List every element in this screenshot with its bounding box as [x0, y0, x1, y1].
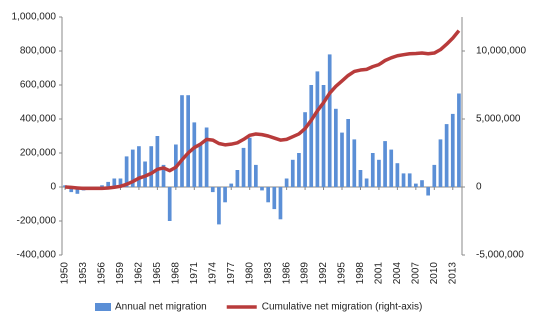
bar — [217, 187, 221, 225]
bar — [364, 178, 369, 187]
line — [64, 29, 461, 191]
y-tick-label: 400,000 — [20, 114, 57, 125]
y2-tick-label: -5,000,000 — [476, 250, 524, 261]
bar — [315, 71, 320, 187]
bar — [186, 95, 190, 187]
x-tick-label: 2001 — [374, 262, 385, 285]
y2-tick-label: 5,000,000 — [476, 114, 521, 125]
y2-tick-label: 10,000,000 — [476, 46, 526, 57]
bar — [444, 124, 449, 187]
bar — [290, 159, 295, 187]
bar — [192, 122, 197, 187]
x-tick-label: 1992 — [318, 262, 329, 285]
bar — [229, 183, 234, 187]
bar — [438, 139, 443, 187]
x-tick-label: 1977 — [226, 262, 237, 285]
bar — [210, 187, 215, 193]
bar — [106, 181, 110, 187]
x-tick-label: 2004 — [392, 262, 403, 285]
bar — [297, 153, 301, 187]
x-tick-label: 2010 — [429, 262, 440, 285]
bar — [414, 183, 418, 187]
bar — [118, 178, 123, 187]
bar — [426, 187, 430, 196]
x-tick-label: 1980 — [244, 262, 255, 285]
bar — [334, 108, 338, 187]
bar — [346, 119, 350, 187]
y-tick-label: -200,000 — [17, 216, 57, 227]
bar — [124, 156, 129, 187]
bar — [450, 113, 455, 187]
x-tick-label: 1986 — [281, 262, 292, 285]
bar — [69, 187, 74, 193]
y-tick-label: 800,000 — [20, 46, 57, 57]
bar — [432, 164, 437, 187]
legend-label: Annual net migration — [115, 302, 207, 313]
bar — [309, 85, 314, 187]
bar — [254, 164, 258, 187]
bar — [100, 185, 104, 187]
x-tick-label: 1983 — [263, 262, 274, 285]
bar — [284, 178, 289, 187]
bar — [395, 163, 400, 187]
bar — [167, 187, 172, 221]
x-tick-label: 2013 — [447, 262, 458, 285]
bar — [198, 144, 203, 187]
x-tick-label: 1956 — [97, 262, 108, 285]
y-tick-label: -400,000 — [17, 250, 57, 261]
y2-tick-label: 0 — [476, 182, 482, 193]
y-tick-label: 600,000 — [20, 80, 57, 91]
bar — [260, 187, 264, 191]
bar — [401, 173, 406, 187]
bar — [358, 170, 363, 187]
bar — [161, 164, 166, 187]
x-tick-label: 1965 — [152, 262, 163, 285]
bar — [370, 153, 375, 187]
bar — [63, 185, 67, 187]
bar — [321, 85, 326, 187]
bar — [389, 149, 394, 187]
bar — [137, 146, 141, 187]
bar — [266, 187, 270, 203]
bar — [180, 95, 184, 187]
x-tick-label: 2007 — [410, 262, 421, 285]
x-tick-label: 1962 — [134, 262, 145, 285]
bar — [420, 180, 424, 187]
bar — [204, 127, 209, 187]
bar — [352, 139, 357, 187]
bar — [241, 147, 246, 187]
legend-label: Cumulative net migration (right-axis) — [262, 302, 423, 313]
bar — [383, 141, 387, 187]
bar — [235, 170, 240, 187]
bar — [327, 54, 332, 188]
x-tick-label: 1953 — [78, 262, 89, 285]
x-tick-label: 1989 — [300, 262, 311, 285]
x-tick-label: 1995 — [337, 262, 348, 285]
bar — [247, 137, 252, 187]
bar — [130, 149, 135, 187]
bar — [407, 173, 412, 187]
x-tick-label: 1971 — [189, 262, 200, 285]
bar — [112, 178, 117, 187]
x-tick-label: 1974 — [207, 262, 218, 285]
bar — [223, 187, 227, 203]
bar — [377, 159, 381, 187]
bar — [340, 132, 344, 187]
x-tick-label: 1959 — [115, 262, 126, 285]
bar — [272, 187, 277, 210]
x-tick-label: 1950 — [60, 262, 71, 285]
bar — [278, 187, 283, 220]
y-tick-label: 0 — [50, 182, 56, 193]
bar — [303, 112, 307, 187]
x-tick-label: 1968 — [170, 262, 181, 285]
bar — [149, 146, 154, 187]
y-tick-label: 200,000 — [20, 148, 57, 159]
legend-swatch — [95, 303, 111, 311]
bar — [155, 136, 160, 187]
x-tick-label: 1998 — [355, 262, 366, 285]
y-tick-label: 1,000,000 — [12, 12, 57, 23]
bar — [457, 93, 461, 187]
bar — [75, 187, 80, 194]
